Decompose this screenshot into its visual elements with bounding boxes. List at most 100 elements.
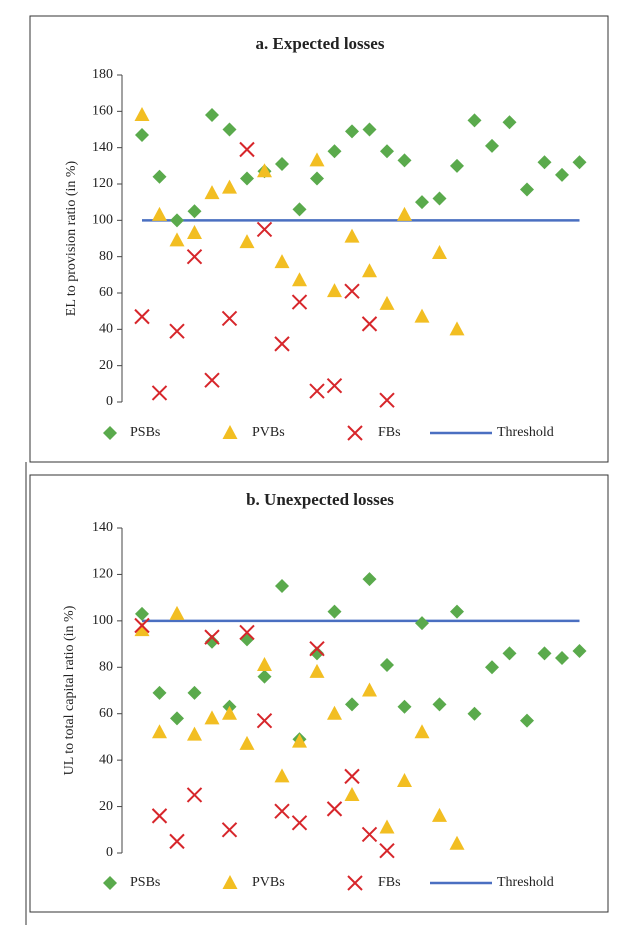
diamond-marker (380, 657, 394, 672)
chart-title: b. Unexpected losses (246, 490, 394, 509)
diamond-marker (502, 646, 517, 661)
triangle-marker (362, 263, 377, 278)
legend-label: Threshold (497, 425, 554, 440)
y-tick-label: 100 (92, 613, 113, 628)
panel-frame (29, 474, 609, 913)
triangle-marker (187, 726, 202, 741)
triangle-marker (134, 622, 150, 637)
diamond-marker (310, 171, 324, 186)
legend-label: PSBs (130, 425, 160, 440)
diamond-marker (205, 634, 219, 649)
triangle-marker (344, 228, 360, 243)
triangle-marker (449, 321, 465, 336)
diamond-marker (275, 157, 289, 172)
diamond-marker (362, 572, 377, 587)
triangle-marker (204, 185, 220, 200)
diamond-marker (415, 195, 429, 210)
diamond-marker (103, 876, 117, 890)
diamond-marker (362, 122, 377, 137)
x-marker (169, 323, 185, 339)
y-tick-label: 40 (99, 752, 113, 767)
x-marker (256, 221, 273, 238)
diamond-marker (222, 122, 237, 137)
y-tick-label: 0 (106, 394, 113, 409)
triangle-marker (414, 308, 430, 323)
diamond-marker (555, 651, 569, 665)
diamond-marker (187, 204, 202, 219)
x-marker (169, 833, 185, 850)
triangle-marker (309, 663, 325, 678)
diamond-marker (240, 171, 254, 186)
chart-title: a. Expected losses (256, 34, 385, 53)
diamond-marker (187, 685, 202, 700)
y-tick-label: 100 (92, 213, 113, 228)
diamond-marker (327, 604, 342, 619)
diamond-marker (240, 632, 254, 647)
x-marker (186, 787, 203, 803)
diamond-marker (485, 138, 499, 153)
x-marker (204, 629, 220, 645)
y-tick-label: 80 (99, 660, 113, 675)
y-tick-label: 0 (106, 845, 113, 860)
triangle-marker (152, 206, 167, 221)
triangle-marker (187, 225, 202, 240)
diamond-marker (135, 127, 149, 142)
y-tick-label: 120 (92, 567, 113, 582)
diamond-marker (467, 706, 482, 721)
diamond-marker (345, 124, 359, 139)
y-tick-label: 20 (99, 358, 113, 373)
diamond-marker (520, 713, 534, 728)
x-marker (347, 875, 363, 891)
triangle-marker (292, 272, 307, 287)
legend-label: FBs (378, 425, 401, 440)
triangle-marker (222, 875, 238, 889)
triangle-marker (414, 724, 430, 739)
x-marker (344, 283, 360, 299)
diamond-marker (450, 158, 464, 173)
x-marker (256, 712, 273, 729)
x-marker (221, 822, 238, 838)
y-tick-label: 80 (99, 249, 113, 264)
diamond-marker (572, 644, 587, 659)
triangle-marker (169, 605, 185, 620)
triangle-marker (134, 106, 150, 121)
x-marker (309, 641, 325, 657)
x-marker (274, 336, 290, 352)
triangle-marker (239, 234, 255, 249)
y-tick-label: 180 (92, 67, 113, 82)
y-tick-label: 160 (92, 104, 113, 119)
diamond-marker (502, 115, 517, 130)
y-tick-label: 40 (99, 322, 113, 337)
triangle-marker (204, 710, 220, 725)
diamond-marker (415, 616, 429, 631)
triangle-marker (362, 682, 377, 697)
x-marker (347, 425, 363, 441)
diamond-marker (537, 646, 552, 661)
diamond-marker (432, 697, 447, 712)
x-marker (379, 392, 395, 408)
y-axis-label: UL to total capital ratio (in %) (62, 605, 77, 775)
diamond-marker (555, 167, 569, 182)
legend-label: PVBs (252, 425, 285, 440)
triangle-marker (327, 705, 342, 720)
triangle-marker (152, 724, 167, 739)
diamond-marker (152, 685, 167, 700)
triangle-marker (379, 819, 395, 834)
triangle-marker (239, 735, 255, 750)
diamond-marker (485, 660, 499, 675)
diamond-marker (135, 606, 149, 621)
triangle-marker (432, 807, 447, 822)
x-marker (309, 383, 325, 399)
legend-label: PVBs (252, 875, 285, 890)
y-axis-label: EL to provision ratio (in %) (64, 160, 79, 316)
diamond-marker (397, 699, 412, 714)
diamond-marker (275, 579, 289, 594)
x-marker (239, 141, 255, 158)
x-marker (361, 826, 378, 843)
x-marker (361, 316, 378, 332)
diamond-marker (572, 155, 587, 170)
diamond-marker (450, 604, 464, 619)
diamond-marker (397, 153, 412, 168)
x-marker (326, 801, 343, 817)
